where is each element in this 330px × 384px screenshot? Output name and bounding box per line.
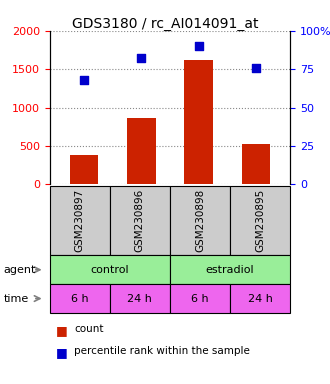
Bar: [70, 155, 98, 184]
Text: 6 h: 6 h: [191, 293, 209, 304]
Point: [253, 65, 259, 71]
Bar: [184, 60, 213, 184]
Bar: [127, 118, 156, 184]
Text: GSM230897: GSM230897: [75, 189, 84, 252]
Point: [139, 55, 144, 61]
Text: ■: ■: [56, 324, 68, 338]
Point: [196, 43, 201, 49]
Bar: [242, 144, 270, 184]
Text: ■: ■: [56, 346, 68, 359]
Text: GSM230898: GSM230898: [195, 189, 205, 252]
Text: 24 h: 24 h: [248, 293, 273, 304]
Text: agent: agent: [3, 265, 36, 275]
Text: estradiol: estradiol: [206, 265, 254, 275]
Text: 6 h: 6 h: [71, 293, 88, 304]
Text: 24 h: 24 h: [127, 293, 152, 304]
Text: count: count: [74, 324, 104, 334]
Text: time: time: [3, 293, 29, 304]
Text: control: control: [90, 265, 129, 275]
Text: percentile rank within the sample: percentile rank within the sample: [74, 346, 250, 356]
Text: GSM230896: GSM230896: [135, 189, 145, 252]
Point: [81, 77, 86, 83]
Text: GDS3180 / rc_AI014091_at: GDS3180 / rc_AI014091_at: [72, 17, 258, 31]
Text: GSM230895: GSM230895: [255, 189, 265, 252]
